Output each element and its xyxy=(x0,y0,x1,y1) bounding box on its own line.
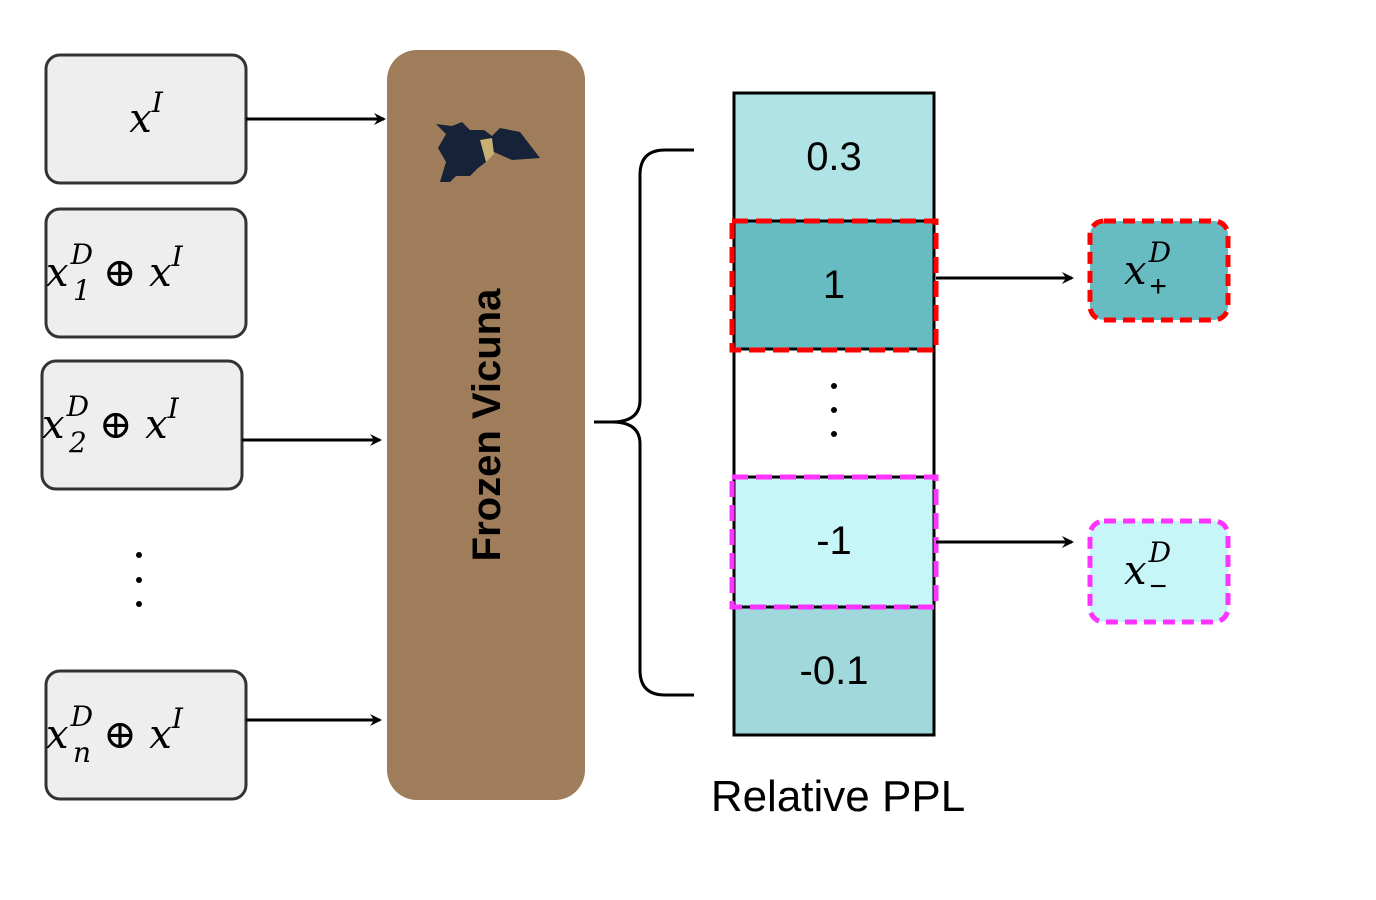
input-box-x2: xD 2 ⊕ xI xyxy=(42,361,242,489)
input-box-xn: xD n ⊕ xI xyxy=(46,671,246,799)
frozen-vicuna-block: Frozen Vicuna xyxy=(387,50,585,800)
positive-output-box: xD + xyxy=(1090,221,1228,320)
ppl-stack: 0.3 1 -1 -0.1 xyxy=(732,93,936,735)
svg-text:-1: -1 xyxy=(816,519,852,563)
svg-text:-0.1: -0.1 xyxy=(800,649,869,693)
input-ellipsis xyxy=(136,552,142,607)
model-label: Frozen Vicuna xyxy=(465,288,509,561)
curly-brace xyxy=(594,150,694,695)
negative-output-box: xD − xyxy=(1090,521,1228,622)
ppl-caption: Relative PPL xyxy=(711,772,965,821)
input-box-x1: xD 1 ⊕ xI xyxy=(46,209,246,337)
svg-text:0.3: 0.3 xyxy=(806,135,862,179)
input-box-xI: xI xyxy=(46,55,246,183)
svg-text:1: 1 xyxy=(823,263,845,307)
